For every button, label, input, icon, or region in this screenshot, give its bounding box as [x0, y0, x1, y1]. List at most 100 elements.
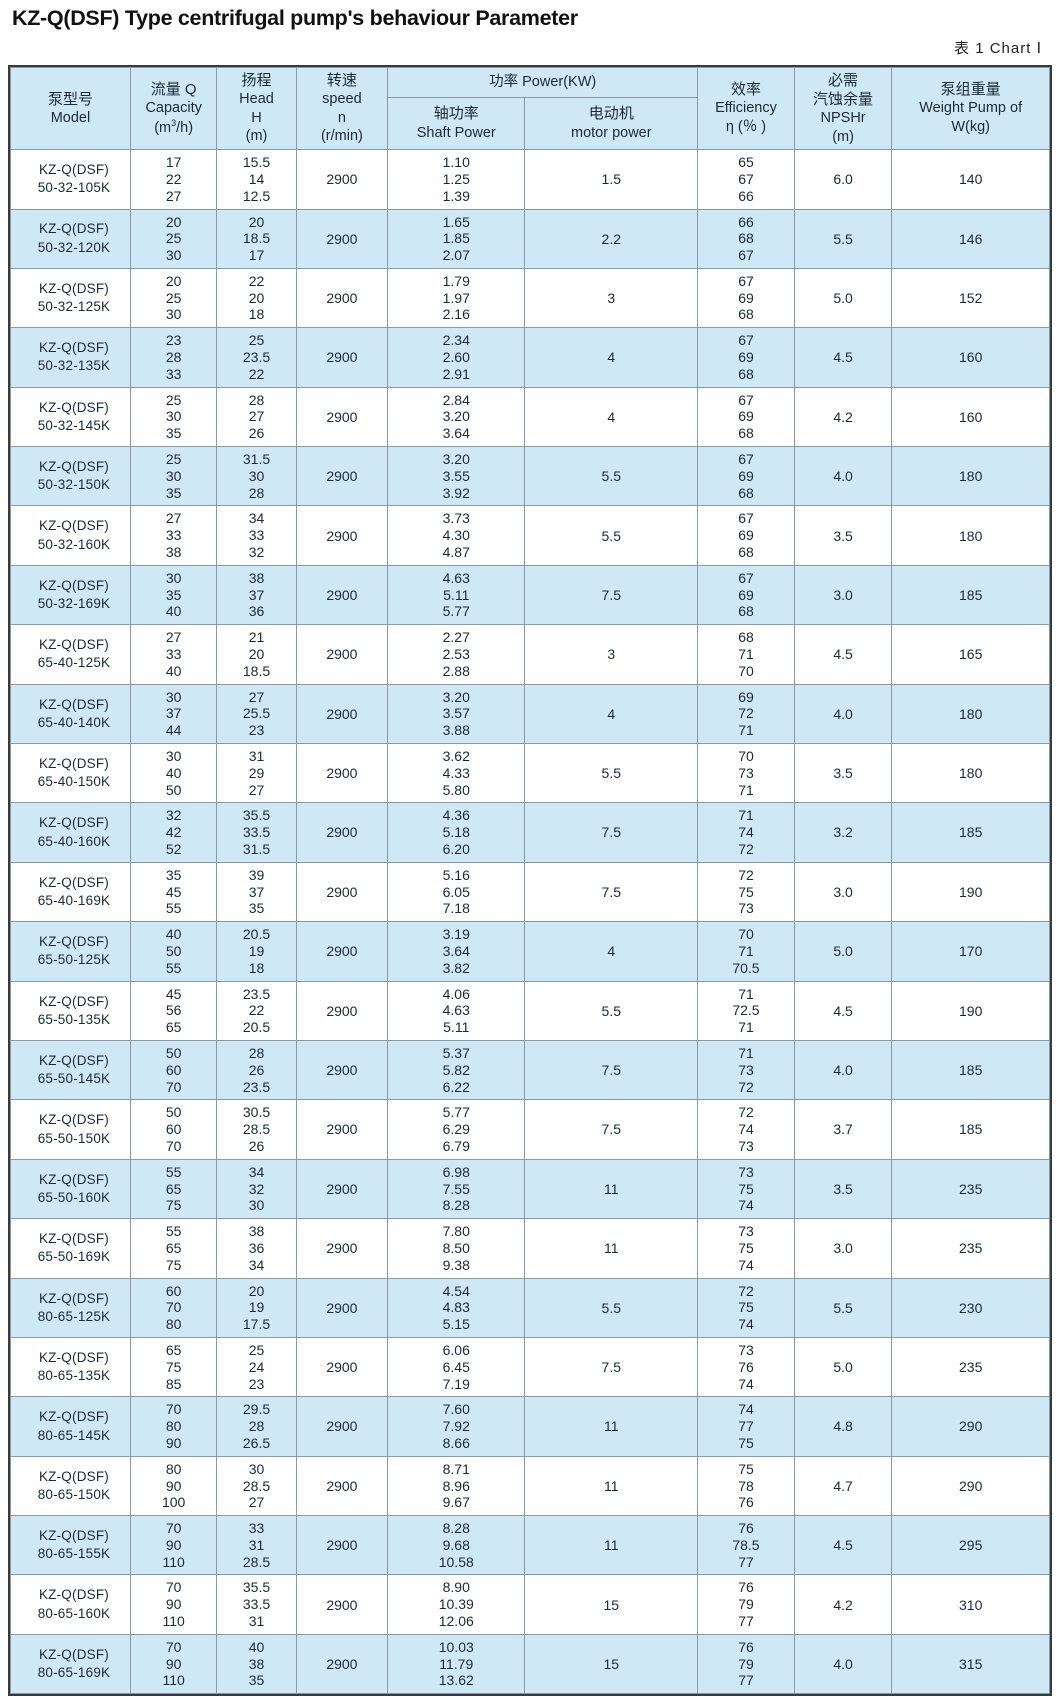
- cell-motor-power: 2.2: [524, 208, 699, 269]
- cell-motor-power: 11: [524, 1396, 699, 1457]
- cell-efficiency: 67 69 68: [697, 505, 795, 566]
- table-row: KZ-Q(DSF) 50-32-150K 25 30 35 31.5 30 28 2900 3.2…: [10, 446, 1050, 507]
- cell-efficiency: 73 76 74: [697, 1336, 795, 1398]
- cell-speed: 2900: [295, 1218, 389, 1279]
- cell-capacity: 40 50 55: [129, 921, 218, 982]
- cell-capacity: 50 60 70: [129, 1039, 218, 1101]
- cell-shaft-power: 4.06 4.63 5.11: [387, 980, 526, 1041]
- cell-motor-power: 5.5: [524, 1277, 699, 1338]
- cell-weight: 190: [891, 861, 1050, 923]
- cell-efficiency: 67 69 68: [697, 267, 795, 329]
- cell-capacity: 70 80 90: [129, 1396, 218, 1457]
- cell-weight: 310: [891, 1574, 1050, 1635]
- cell-weight: 235: [891, 1336, 1050, 1398]
- cell-capacity: 25 30 35: [129, 446, 218, 507]
- cell-efficiency: 72 75 73: [697, 861, 795, 923]
- cell-speed: 2900: [295, 743, 389, 804]
- cell-motor-power: 11: [524, 1218, 699, 1279]
- header-efficiency: 效率 Efficiency η (％ ): [697, 66, 795, 151]
- cell-shaft-power: 7.60 7.92 8.66: [387, 1396, 526, 1457]
- cell-model: KZ-Q(DSF) 65-50-125K: [10, 921, 131, 982]
- cell-model: KZ-Q(DSF) 80-65-125K: [10, 1277, 131, 1338]
- cell-motor-power: 7.5: [524, 1039, 699, 1101]
- cell-shaft-power: 5.77 6.29 6.79: [387, 1099, 526, 1160]
- cell-speed: 2900: [295, 1396, 389, 1457]
- cell-speed: 2900: [295, 1515, 389, 1576]
- cell-speed: 2900: [295, 683, 389, 745]
- cell-model: KZ-Q(DSF) 65-50-150K: [10, 1099, 131, 1160]
- cell-capacity: 50 60 70: [129, 1099, 218, 1160]
- cell-model: KZ-Q(DSF) 65-50-135K: [10, 980, 131, 1041]
- cell-efficiency: 73 75 74: [697, 1158, 795, 1220]
- cell-motor-power: 1.5: [524, 149, 699, 210]
- cell-shaft-power: 8.90 10.39 12.06: [387, 1574, 526, 1635]
- cell-shaft-power: 3.62 4.33 5.80: [387, 743, 526, 804]
- cell-weight: 185: [891, 1039, 1050, 1101]
- cell-weight: 180: [891, 743, 1050, 804]
- table-row: KZ-Q(DSF) 65-50-160K 55 65 75 34 32 30 2900 6.98 7…: [10, 1158, 1050, 1220]
- cell-weight: 180: [891, 446, 1050, 507]
- cell-efficiency: 71 74 72: [697, 802, 795, 863]
- cell-npshr: 3.5: [793, 743, 893, 804]
- table-caption-text: 表 1 Chart Ⅰ: [954, 39, 1042, 57]
- cell-capacity: 70 90 110: [129, 1574, 218, 1635]
- cell-head: 30 28.5 27: [216, 1455, 297, 1517]
- cell-capacity: 30 40 50: [129, 743, 218, 804]
- cell-efficiency: 76 79 77: [697, 1633, 795, 1695]
- cell-weight: 185: [891, 1099, 1050, 1160]
- cell-head: 21 20 18.5: [216, 624, 297, 685]
- cell-shaft-power: 5.16 6.05 7.18: [387, 861, 526, 923]
- cell-speed: 2900: [295, 208, 389, 269]
- cell-efficiency: 74 77 75: [697, 1396, 795, 1457]
- cell-model: KZ-Q(DSF) 50-32-145K: [10, 386, 131, 448]
- cell-efficiency: 76 78.5 77: [697, 1515, 795, 1576]
- cell-shaft-power: 5.37 5.82 6.22: [387, 1039, 526, 1101]
- cell-capacity: 32 42 52: [129, 802, 218, 863]
- cell-npshr: 4.8: [793, 1396, 893, 1457]
- header-head: 扬程 Head H (m): [216, 66, 297, 151]
- header-speed: 转速 speed n (r/min): [295, 66, 389, 151]
- cell-model: KZ-Q(DSF) 80-65-150K: [10, 1455, 131, 1517]
- table-row: KZ-Q(DSF) 80-65-135K 65 75 85 25 24 23 2900 6.06 6…: [10, 1336, 1050, 1398]
- cell-motor-power: 4: [524, 921, 699, 982]
- cell-model: KZ-Q(DSF) 65-50-169K: [10, 1218, 131, 1279]
- cell-shaft-power: 1.79 1.97 2.16: [387, 267, 526, 329]
- cell-speed: 2900: [295, 386, 389, 448]
- header-row-top: 泵型号 Model 流量 Q Capacity (m3/h) 扬程 Head H…: [10, 66, 1050, 151]
- cell-efficiency: 75 78 76: [697, 1455, 795, 1517]
- cell-weight: 146: [891, 208, 1050, 269]
- cell-efficiency: 76 79 77: [697, 1574, 795, 1635]
- cell-motor-power: 3: [524, 267, 699, 329]
- cell-head: 28 27 26: [216, 386, 297, 448]
- cell-head: 34 33 32: [216, 505, 297, 566]
- cell-shaft-power: 2.84 3.20 3.64: [387, 386, 526, 448]
- cell-speed: 2900: [295, 1039, 389, 1101]
- cell-motor-power: 11: [524, 1158, 699, 1220]
- cell-shaft-power: 4.63 5.11 5.77: [387, 564, 526, 626]
- table-row: KZ-Q(DSF) 80-65-125K 60 70 80 20 19 17.5 2900 4.5…: [10, 1277, 1050, 1338]
- table-row: KZ-Q(DSF) 80-65-155K 70 90 110 33 31 28.5 2900 8.…: [10, 1515, 1050, 1576]
- cell-motor-power: 7.5: [524, 861, 699, 923]
- cell-speed: 2900: [295, 861, 389, 923]
- cell-efficiency: 67 69 68: [697, 446, 795, 507]
- cell-capacity: 20 25 30: [129, 267, 218, 329]
- cell-npshr: 5.0: [793, 921, 893, 982]
- cell-shaft-power: 10.03 11.79 13.62: [387, 1633, 526, 1695]
- table-row: KZ-Q(DSF) 50-32-120K 20 25 30 20 18.5 17 2900 1.6…: [10, 208, 1050, 269]
- cell-model: KZ-Q(DSF) 80-65-155K: [10, 1515, 131, 1576]
- cell-efficiency: 72 74 73: [697, 1099, 795, 1160]
- cell-weight: 290: [891, 1455, 1050, 1517]
- cell-weight: 185: [891, 802, 1050, 863]
- cell-model: KZ-Q(DSF) 65-50-160K: [10, 1158, 131, 1220]
- cell-weight: 235: [891, 1158, 1050, 1220]
- cell-npshr: 4.7: [793, 1455, 893, 1517]
- cell-motor-power: 4: [524, 327, 699, 388]
- cell-motor-power: 4: [524, 683, 699, 745]
- cell-model: KZ-Q(DSF) 50-32-135K: [10, 327, 131, 388]
- cell-speed: 2900: [295, 1336, 389, 1398]
- cell-weight: 290: [891, 1396, 1050, 1457]
- header-weight: 泵组重量 Weight Pump of W(kg): [891, 66, 1050, 151]
- cell-capacity: 60 70 80: [129, 1277, 218, 1338]
- cell-shaft-power: 6.06 6.45 7.19: [387, 1336, 526, 1398]
- table-row: KZ-Q(DSF) 65-50-135K 45 56 65 23.5 22 20.5 2900 4…: [10, 980, 1050, 1041]
